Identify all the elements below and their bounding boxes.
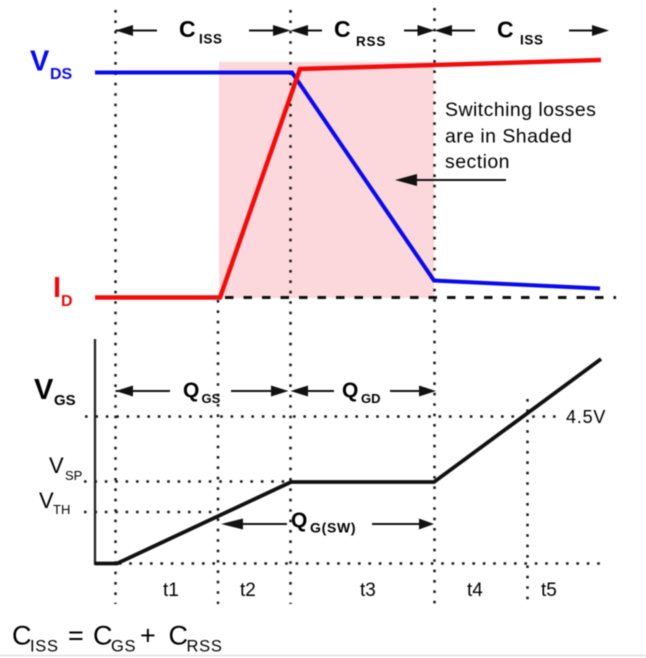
svg-text:RSS: RSS — [356, 34, 386, 49]
svg-text:ISS: ISS — [199, 32, 223, 47]
svg-text:V: V — [39, 488, 54, 513]
svg-text:Q: Q — [342, 379, 358, 402]
svg-text:SP: SP — [65, 468, 82, 483]
svg-text:GS: GS — [202, 391, 221, 406]
svg-text:t5: t5 — [541, 580, 557, 601]
svg-text:DS: DS — [50, 66, 73, 83]
svg-text:D: D — [61, 293, 73, 310]
svg-text:ISS: ISS — [30, 638, 59, 656]
svg-text:C: C — [93, 621, 113, 651]
svg-text:C: C — [179, 16, 196, 42]
svg-text:t3: t3 — [360, 580, 376, 601]
svg-text:TH: TH — [53, 502, 70, 517]
svg-text:C: C — [12, 621, 32, 651]
svg-text:GS: GS — [54, 392, 76, 409]
svg-text:GS: GS — [111, 638, 136, 656]
svg-text:4.5V: 4.5V — [566, 407, 606, 427]
svg-text:+: + — [140, 621, 156, 651]
svg-text:Q: Q — [291, 509, 307, 532]
svg-text:G(SW): G(SW) — [310, 520, 356, 536]
svg-text:Switching losses: Switching losses — [445, 99, 596, 121]
svg-text:C: C — [334, 16, 351, 42]
svg-text:section: section — [445, 151, 510, 173]
svg-text:I: I — [53, 272, 61, 304]
svg-text:Q: Q — [183, 379, 199, 402]
svg-text:GD: GD — [361, 391, 381, 406]
svg-text:are in Shaded: are in Shaded — [445, 126, 572, 148]
svg-text:=: = — [68, 621, 84, 651]
svg-text:ISS: ISS — [520, 33, 544, 48]
svg-text:t1: t1 — [163, 580, 179, 601]
svg-text:V: V — [49, 453, 64, 478]
svg-text:C: C — [497, 17, 514, 43]
svg-text:V: V — [34, 374, 54, 406]
svg-text:t4: t4 — [467, 580, 483, 601]
svg-text:C: C — [169, 621, 189, 651]
svg-text:t2: t2 — [240, 580, 256, 601]
svg-text:RSS: RSS — [187, 638, 223, 656]
svg-text:V: V — [30, 46, 50, 78]
